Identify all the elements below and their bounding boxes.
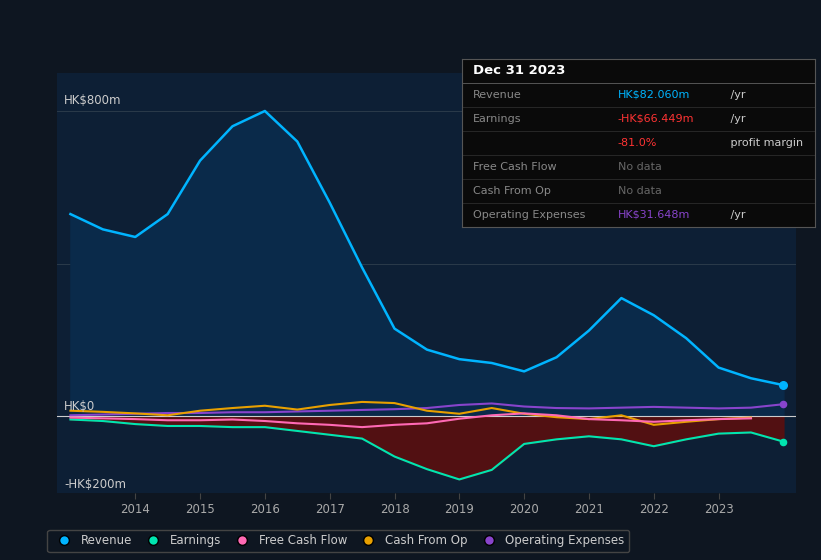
Text: Earnings: Earnings	[473, 114, 521, 124]
Text: HK$800m: HK$800m	[64, 94, 122, 107]
Text: /yr: /yr	[727, 90, 745, 100]
Point	[777, 381, 790, 390]
Point	[777, 400, 790, 409]
Text: Dec 31 2023: Dec 31 2023	[473, 64, 565, 77]
Legend: Revenue, Earnings, Free Cash Flow, Cash From Op, Operating Expenses: Revenue, Earnings, Free Cash Flow, Cash …	[48, 530, 629, 552]
Text: No data: No data	[617, 162, 662, 172]
Text: -HK$66.449m: -HK$66.449m	[617, 114, 694, 124]
Text: /yr: /yr	[727, 114, 745, 124]
Text: No data: No data	[617, 186, 662, 196]
Text: -81.0%: -81.0%	[617, 138, 657, 148]
Text: profit margin: profit margin	[727, 138, 803, 148]
Text: /yr: /yr	[727, 210, 745, 220]
Point	[777, 437, 790, 446]
Text: HK$82.060m: HK$82.060m	[617, 90, 690, 100]
Text: Cash From Op: Cash From Op	[473, 186, 551, 196]
Text: Free Cash Flow: Free Cash Flow	[473, 162, 557, 172]
Text: HK$31.648m: HK$31.648m	[617, 210, 690, 220]
Text: Operating Expenses: Operating Expenses	[473, 210, 585, 220]
Text: HK$0: HK$0	[64, 400, 95, 413]
Text: Revenue: Revenue	[473, 90, 521, 100]
Text: -HK$200m: -HK$200m	[64, 478, 126, 491]
